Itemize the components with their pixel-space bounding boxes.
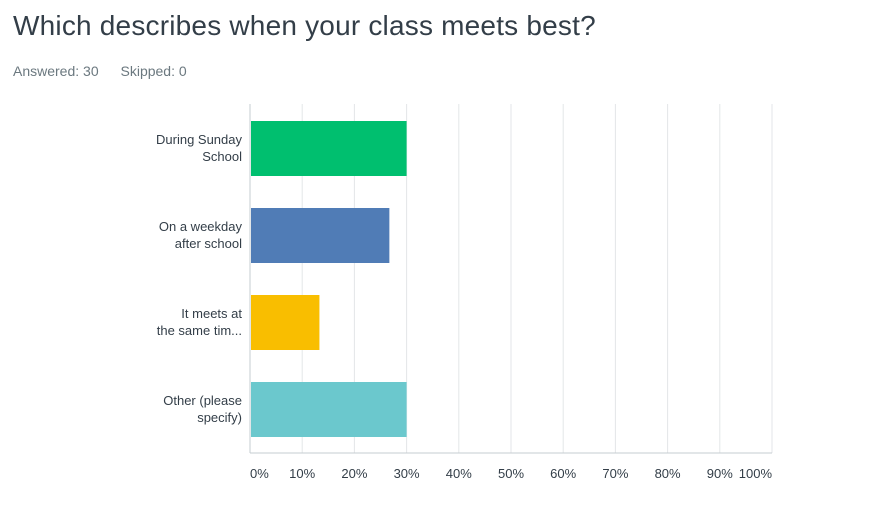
bar (251, 121, 407, 176)
x-tick-label: 60% (550, 466, 576, 481)
skipped-count: Skipped: 0 (120, 63, 187, 79)
x-tick-label: 10% (289, 466, 315, 481)
x-tick-label: 50% (498, 466, 524, 481)
x-tick-label: 20% (341, 466, 367, 481)
x-tick-label: 80% (655, 466, 681, 481)
category-label: During Sunday (156, 132, 242, 147)
answered-count: Answered: 30 (13, 63, 99, 79)
x-tick-label: 70% (602, 466, 628, 481)
x-tick-label: 100% (739, 466, 773, 481)
category-label: It meets at (181, 306, 242, 321)
category-label: On a weekday (159, 219, 243, 234)
x-tick-label: 0% (250, 466, 269, 481)
x-tick-label: 90% (707, 466, 733, 481)
bar (251, 208, 390, 263)
category-label: specify) (197, 410, 242, 425)
category-label: the same tim... (157, 323, 242, 338)
category-label: after school (175, 236, 242, 251)
response-stats: Answered: 30 Skipped: 0 (13, 63, 205, 79)
bar (251, 382, 407, 437)
bar (251, 295, 320, 350)
category-label: Other (please (163, 393, 242, 408)
question-title: Which describes when your class meets be… (13, 10, 596, 41)
x-tick-label: 40% (446, 466, 472, 481)
x-tick-label: 30% (394, 466, 420, 481)
category-label: School (202, 149, 242, 164)
